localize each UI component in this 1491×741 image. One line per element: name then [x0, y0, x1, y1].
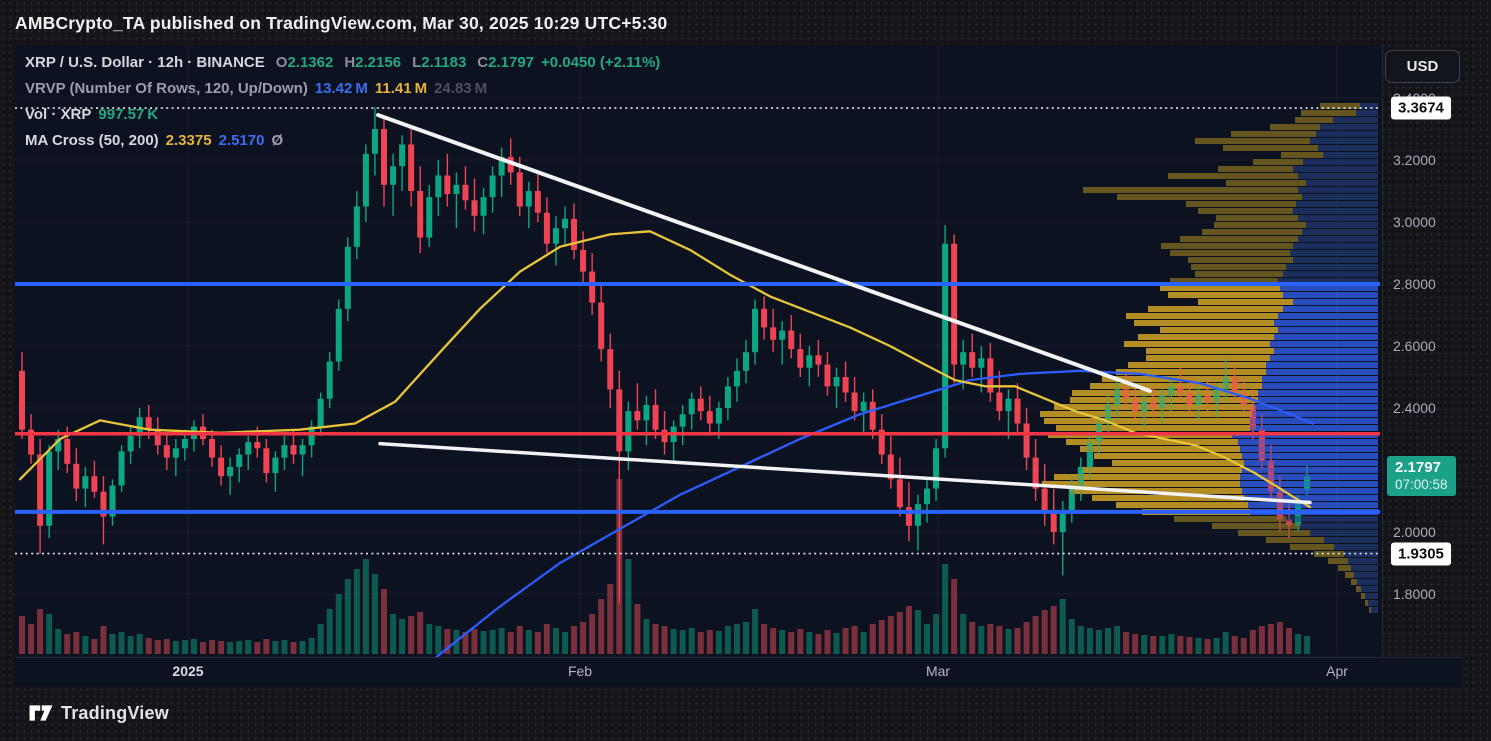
high-price-label: 3.3674 [1391, 96, 1451, 120]
price-tick: 3.0000 [1393, 214, 1436, 230]
price-axis[interactable]: USD 3.40003.20003.00002.80002.60002.4000… [1382, 45, 1462, 657]
ohlc-high: H2.2156 [344, 54, 402, 71]
bar-countdown: 07:00:58 [1395, 477, 1448, 493]
last-price-value: 2.1797 [1395, 459, 1441, 477]
chart-panel: XRP / U.S. Dollar · 12h · BINANCE O2.136… [15, 45, 1383, 657]
vrvp-total-volume: 24.83 M [434, 80, 488, 97]
price-tick: 2.8000 [1393, 276, 1436, 292]
vrvp-up-volume: 13.42 M [314, 80, 368, 97]
price-tick: 1.8000 [1393, 586, 1436, 602]
time-axis-label: Mar [925, 663, 951, 679]
symbol-title: XRP / U.S. Dollar · 12h · BINANCE [25, 54, 265, 71]
ohlc-close: C2.1797 [477, 54, 535, 71]
ma-cross-label: MA Cross (50, 200) [25, 132, 159, 149]
chart-legend: XRP / U.S. Dollar · 12h · BINANCE O2.136… [25, 52, 660, 151]
volume-value: 997.57 K [98, 106, 159, 123]
ma50-value: 2.3375 [165, 132, 212, 149]
time-axis[interactable]: 2025 Feb Mar Apr [15, 657, 1462, 687]
change-value: +0.0450 (+2.11%) [541, 54, 661, 71]
tradingview-attribution[interactable]: TradingView [28, 701, 169, 725]
time-axis-label: Feb [567, 663, 593, 679]
legend-ma-cross-row[interactable]: MA Cross (50, 200) 2.3375 2.5170 Ø [25, 130, 660, 151]
legend-vrvp-row[interactable]: VRVP (Number Of Rows, 120, Up/Down) 13.4… [25, 78, 660, 99]
tradingview-logo-icon [29, 705, 53, 721]
last-price-label: 2.1797 07:00:58 [1387, 456, 1456, 497]
vrvp-label: VRVP (Number Of Rows, 120, Up/Down) [25, 80, 308, 97]
price-tick: 2.6000 [1393, 338, 1436, 354]
legend-symbol-row[interactable]: XRP / U.S. Dollar · 12h · BINANCE O2.136… [25, 52, 660, 73]
ohlc-open: O2.1362 [275, 54, 334, 71]
ma-cross-suffix: Ø [271, 132, 284, 149]
currency-button[interactable]: USD [1385, 50, 1460, 83]
tradingview-brand-text: TradingView [61, 702, 169, 723]
price-tick: 3.2000 [1393, 152, 1436, 168]
vrvp-down-volume: 11.41 M [374, 80, 428, 97]
attribution-bar: AMBCrypto_TA published on TradingView.co… [15, 8, 1215, 38]
price-tick: 2.4000 [1393, 400, 1436, 416]
low-price-label: 1.9305 [1391, 542, 1451, 566]
ohlc-low: L2.1183 [412, 54, 467, 71]
time-axis-label: Apr [1326, 663, 1348, 679]
attribution-text: AMBCrypto_TA published on TradingView.co… [15, 13, 668, 33]
price-chart-canvas[interactable] [15, 45, 1382, 657]
legend-volume-row[interactable]: Vol · XRP 997.57 K [25, 104, 660, 125]
volume-label: Vol · XRP [25, 106, 92, 123]
time-axis-label: 2025 [172, 663, 204, 679]
price-tick: 2.0000 [1393, 524, 1436, 540]
ma200-value: 2.5170 [218, 132, 265, 149]
